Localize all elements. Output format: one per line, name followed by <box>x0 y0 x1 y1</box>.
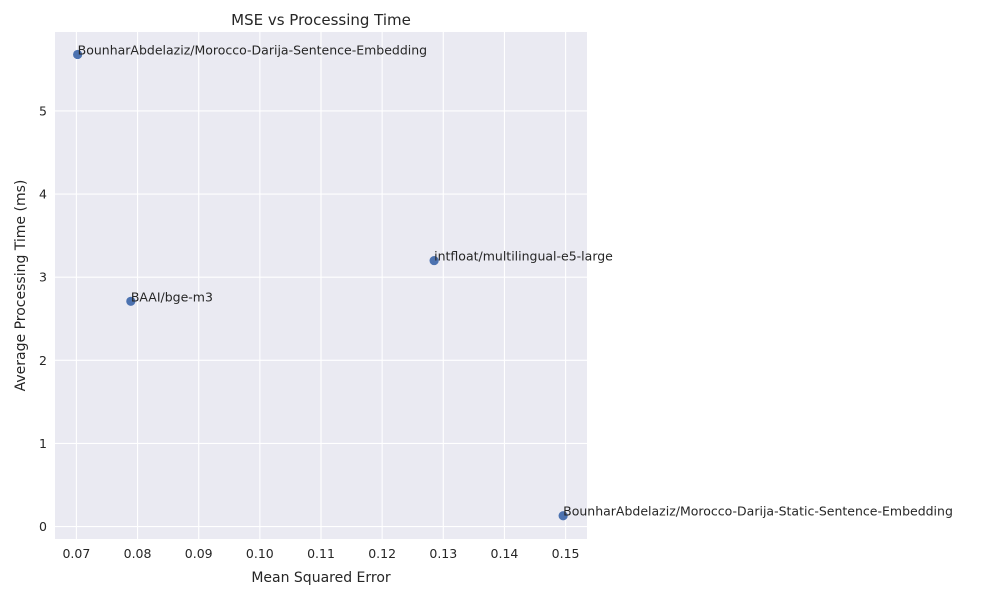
data-point <box>558 511 568 521</box>
data-point <box>73 49 83 60</box>
point-labels: BounharAbdelaziz/Morocco-Darija-Sentence… <box>78 42 953 518</box>
data-points <box>73 49 568 521</box>
y-tick-label: 0 <box>39 519 47 534</box>
x-tick-label: 0.13 <box>429 546 457 561</box>
y-tick-label: 2 <box>39 353 47 368</box>
x-tick-label: 0.10 <box>246 546 274 561</box>
x-tick-label: 0.11 <box>307 546 335 561</box>
x-tick-label: 0.09 <box>185 546 213 561</box>
point-label: BounharAbdelaziz/Morocco-Darija-Sentence… <box>78 42 428 57</box>
point-label: intfloat/multilingual-e5-large <box>434 249 613 264</box>
data-point <box>126 296 136 306</box>
grid-lines <box>55 32 587 539</box>
x-tick-label: 0.14 <box>491 546 519 561</box>
chart-title: MSE vs Processing Time <box>231 11 411 29</box>
tick-labels: 0.07 0.08 0.09 0.10 0.11 0.12 0.13 0.14 0.15 0 1 2 3… <box>39 103 579 561</box>
point-label: BounharAbdelaziz/Morocco-Darija-Static-S… <box>563 504 953 519</box>
y-axis-label: Average Processing Time (ms) <box>13 180 29 392</box>
x-tick-label: 0.07 <box>62 546 90 561</box>
point-label: BAAI/bge-m3 <box>131 289 213 304</box>
y-tick-label: 4 <box>39 187 47 202</box>
x-tick-label: 0.15 <box>552 546 580 561</box>
x-axis-label: Mean Squared Error <box>251 570 391 586</box>
y-tick-label: 3 <box>39 270 47 285</box>
y-tick-label: 1 <box>39 436 47 451</box>
x-tick-label: 0.12 <box>368 546 396 561</box>
x-tick-label: 0.08 <box>124 546 152 561</box>
y-tick-label: 5 <box>39 103 47 118</box>
data-point <box>429 255 439 266</box>
